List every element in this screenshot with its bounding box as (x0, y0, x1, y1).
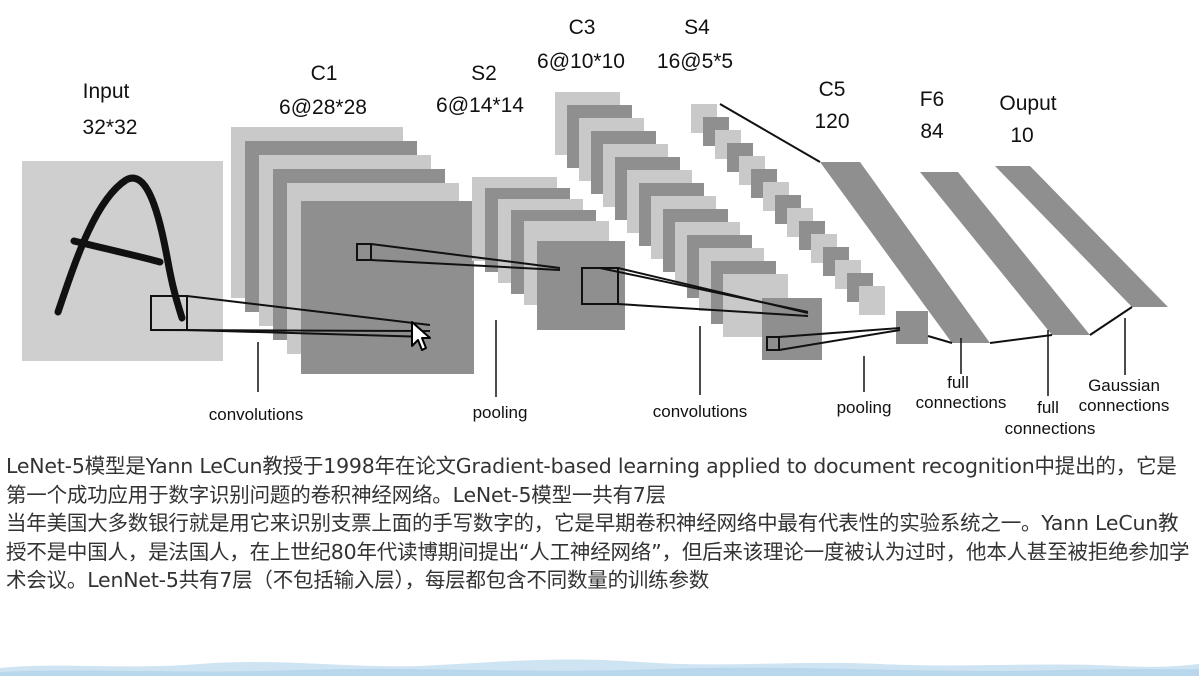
layer-name-f6: F6 (920, 88, 945, 111)
layer-shape-s2: 6@14*14 (436, 94, 524, 117)
layer-name-s2: S2 (471, 62, 497, 85)
c1-feature-maps (231, 127, 474, 374)
layer-shape-c3: 6@10*10 (537, 50, 625, 73)
s4-feature-maps (691, 104, 928, 344)
layer-name-c1: C1 (311, 62, 338, 85)
input-plane (22, 161, 223, 361)
layer-shape-c1: 6@28*28 (279, 96, 367, 119)
layer-labels: Input 32*32 C1 6@28*28 S2 6@14*14 C3 6@1… (83, 16, 1057, 147)
layer-shape-f6: 84 (920, 120, 944, 143)
receptive-field-lines (150, 103, 1133, 351)
layer-name-input: Input (83, 80, 130, 103)
layer-name-c3: C3 (569, 16, 596, 39)
lenet5-architecture-diagram: A (22, 16, 1170, 438)
layer-name-output: Ouput (999, 92, 1056, 115)
layer-shape-s4: 16@5*5 (657, 50, 733, 73)
op-pool1: pooling (473, 403, 528, 422)
input-glyph-a (54, 174, 186, 322)
output-strip (995, 166, 1168, 307)
caption-pointer-lines (257, 318, 1126, 397)
f6-strip (920, 172, 1090, 335)
op-full1-line2: connections (916, 393, 1007, 412)
operation-labels: convolutions pooling convolutions poolin… (209, 373, 1170, 438)
op-conv1: convolutions (209, 405, 304, 424)
decorative-wave-border (0, 659, 1199, 676)
layer-name-s4: S4 (684, 16, 710, 39)
op-full1-line1: full (947, 373, 969, 392)
description-text: LeNet-5模型是Yann LeCun教授于1998年在论文Gradient-… (6, 452, 1196, 595)
layer-shape-input: 32*32 (83, 116, 138, 139)
s2-feature-maps (472, 177, 625, 330)
op-full2-line2: connections (1005, 419, 1096, 438)
layer-shape-output: 10 (1010, 124, 1033, 147)
op-pool2: pooling (837, 398, 892, 417)
op-full2-line1: full (1037, 398, 1059, 417)
description-paragraph-2: 当年美国大多数银行就是用它来识别支票上面的手写数字的，它是早期卷积神经网络中最有… (6, 511, 1190, 592)
c5-strip (820, 162, 990, 343)
dense-layers (820, 162, 1168, 343)
op-gauss-line1: Gaussian (1088, 376, 1160, 395)
op-conv2: convolutions (653, 402, 748, 421)
layer-shape-c5: 120 (814, 110, 849, 133)
layer-name-c5: C5 (819, 78, 846, 101)
op-gauss-line2: connections (1079, 396, 1170, 415)
description-paragraph-1: LeNet-5模型是Yann LeCun教授于1998年在论文Gradient-… (6, 454, 1177, 507)
mouse-pointer-icon (411, 321, 431, 351)
